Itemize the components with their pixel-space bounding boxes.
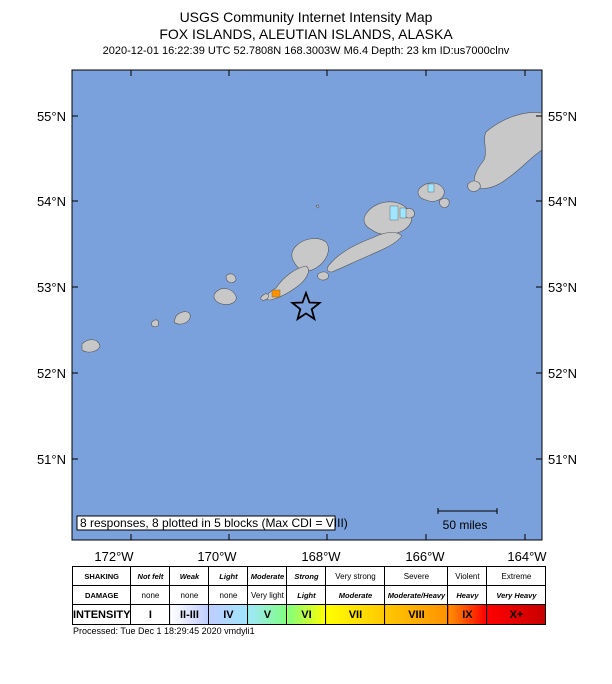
cdi-block-iv bbox=[399, 207, 407, 219]
lat-label-55-right: 55°N bbox=[548, 109, 577, 124]
responses-text: 8 responses, 8 plotted in 5 blocks (Max … bbox=[80, 516, 348, 530]
damage-cell: Light bbox=[286, 585, 327, 605]
shaking-cell: Strong bbox=[286, 566, 327, 586]
lon-label-168: 168°W bbox=[301, 549, 341, 564]
shaking-row: SHAKING Not felt Weak Light Moderate Str… bbox=[71, 566, 547, 586]
damage-cell: Very light bbox=[247, 585, 288, 605]
cdi-block-vii bbox=[271, 289, 281, 298]
land bbox=[81, 112, 543, 353]
region-title: FOX ISLANDS, ALEUTIAN ISLANDS, ALASKA bbox=[159, 26, 453, 42]
intensity-legend: SHAKING Not felt Weak Light Moderate Str… bbox=[71, 566, 547, 625]
lat-label-54-right: 54°N bbox=[548, 194, 577, 209]
shaking-cell: Not felt bbox=[130, 566, 171, 586]
damage-cell: Heavy bbox=[447, 585, 488, 605]
shaking-cell: Extreme bbox=[486, 566, 547, 586]
lat-label-52-left: 52°N bbox=[37, 366, 66, 381]
lat-label-51-left: 51°N bbox=[37, 452, 66, 467]
processed-timestamp: Processed: Tue Dec 1 18:29:45 2020 vmdyl… bbox=[73, 626, 255, 636]
ocean bbox=[72, 70, 542, 540]
damage-row: DAMAGE none none none Very light Light M… bbox=[71, 585, 547, 605]
lat-label-51-right: 51°N bbox=[548, 452, 577, 467]
lon-label-172: 172°W bbox=[94, 549, 134, 564]
lat-label-52-right: 52°N bbox=[548, 366, 577, 381]
damage-header: DAMAGE bbox=[71, 585, 132, 605]
damage-cell: Very Heavy bbox=[486, 585, 547, 605]
damage-cell: none bbox=[169, 585, 210, 605]
lat-label-53-left: 53°N bbox=[37, 280, 66, 295]
scale-bar bbox=[437, 508, 498, 514]
intensity-cell: VIII bbox=[384, 604, 449, 625]
intensity-cell: V bbox=[247, 604, 288, 625]
lat-label-55-left: 55°N bbox=[37, 109, 66, 124]
intensity-row: INTENSITY I II-III IV V VI VII VIII IX X… bbox=[71, 604, 547, 625]
damage-cell: none bbox=[208, 585, 249, 605]
lat-label-54-left: 54°N bbox=[37, 194, 66, 209]
damage-cell: none bbox=[130, 585, 171, 605]
map-title: USGS Community Internet Intensity Map bbox=[179, 9, 433, 25]
tick-marks bbox=[72, 70, 542, 540]
intensity-cell: I bbox=[130, 604, 171, 625]
star-icon bbox=[289, 290, 323, 322]
shaking-cell: Moderate bbox=[247, 566, 288, 586]
lon-label-170: 170°W bbox=[197, 549, 237, 564]
scale-label: 50 miles bbox=[443, 518, 488, 532]
shaking-cell: Weak bbox=[169, 566, 210, 586]
event-info: 2020-12-01 16:22:39 UTC 52.7808N 168.300… bbox=[102, 45, 510, 57]
shaking-cell: Very strong bbox=[325, 566, 386, 586]
shaking-header: SHAKING bbox=[71, 566, 132, 586]
responses-box bbox=[76, 515, 336, 531]
cdi-block-iv bbox=[389, 205, 399, 221]
map-frame bbox=[71, 69, 543, 541]
intensity-header: INTENSITY bbox=[71, 604, 132, 625]
shaking-cell: Violent bbox=[447, 566, 488, 586]
shaking-cell: Light bbox=[208, 566, 249, 586]
lat-label-53-right: 53°N bbox=[548, 280, 577, 295]
cdi-block-iv bbox=[427, 183, 435, 193]
cdi-blocks bbox=[271, 183, 435, 298]
intensity-cell: IV bbox=[208, 604, 249, 625]
damage-cell: Moderate bbox=[325, 585, 386, 605]
damage-cell: Moderate/Heavy bbox=[384, 585, 449, 605]
shaking-cell: Severe bbox=[384, 566, 449, 586]
intensity-cell: X+ bbox=[486, 604, 547, 625]
intensity-cell: IX bbox=[447, 604, 488, 625]
intensity-cell: VI bbox=[286, 604, 327, 625]
intensity-cell: VII bbox=[325, 604, 386, 625]
lon-label-166: 166°W bbox=[405, 549, 445, 564]
lon-label-164: 164°W bbox=[507, 549, 547, 564]
intensity-cell: II-III bbox=[169, 604, 210, 625]
